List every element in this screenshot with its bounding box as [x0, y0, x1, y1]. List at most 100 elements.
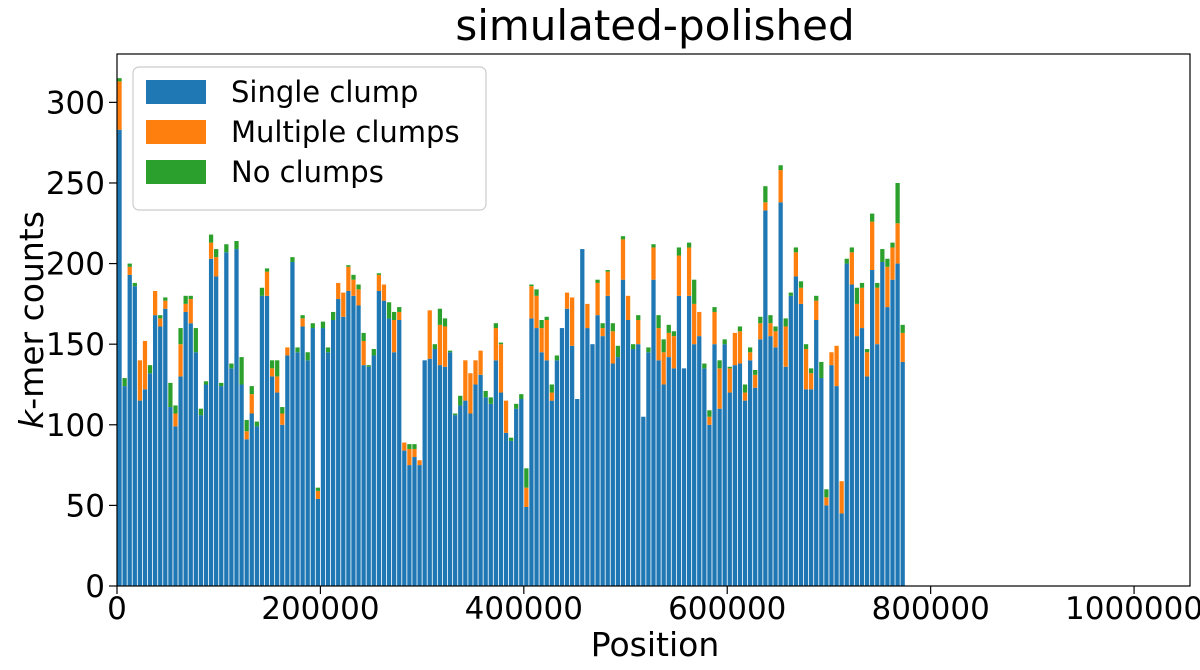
- bar-segment-multiple-74: [493, 328, 498, 361]
- bar-segment-single-141: [834, 386, 839, 586]
- bar-segment-none-22: [229, 363, 234, 369]
- bar-segment-multiple-133: [793, 252, 799, 277]
- bar-segment-none-126: [758, 316, 763, 324]
- bar-segment-single-30: [269, 376, 275, 586]
- bar-segment-single-35: [295, 352, 300, 586]
- bar-segment-single-100: [625, 320, 631, 586]
- bar-segment-multiple-124: [747, 352, 753, 361]
- bar-segment-none-84: [544, 316, 549, 320]
- bar-segment-single-143: [844, 263, 849, 586]
- bar-segment-multiple-140: [829, 352, 834, 366]
- y-axis-label-italic: k: [12, 408, 51, 429]
- bar-segment-none-117: [712, 307, 717, 312]
- bar-segment-multiple-18: [208, 242, 214, 259]
- bar-segment-single-0: [117, 129, 122, 586]
- bar-segment-none-19: [214, 249, 219, 258]
- bar-segment-single-79: [519, 398, 524, 586]
- bar-segment-single-2: [127, 274, 132, 586]
- bar-segment-multiple-89: [570, 297, 575, 346]
- y-axis: 0 50 100 150 200 250 300: [46, 85, 117, 605]
- bar-segment-none-132: [788, 292, 793, 296]
- bar-segment-multiple-85: [549, 392, 554, 401]
- bar-segment-single-136: [809, 389, 814, 586]
- bar-segment-multiple-123: [742, 392, 748, 401]
- bar-segment-single-41: [325, 352, 331, 586]
- legend-label: No clumps: [231, 155, 384, 189]
- bar-segment-single-3: [132, 286, 137, 586]
- bar-segment-single-122: [737, 363, 743, 586]
- bar-segment-none-151: [885, 258, 890, 267]
- bar-segment-single-32: [280, 424, 285, 586]
- bar-segment-none-54: [392, 311, 397, 320]
- bar-segment-none-41: [325, 347, 331, 353]
- bar-segment-single-111: [681, 368, 687, 586]
- bar-segment-none-108: [666, 324, 671, 333]
- bar-segment-single-106: [656, 360, 661, 586]
- bar-segment-none-17: [203, 381, 209, 385]
- bar-segment-none-48: [361, 332, 366, 341]
- bar-segment-multiple-149: [875, 287, 880, 345]
- bar-segment-single-70: [473, 384, 478, 586]
- bars-layer: [117, 78, 905, 587]
- bar-segment-single-23: [234, 249, 239, 586]
- bar-segment-multiple-43: [336, 282, 341, 300]
- bar-segment-none-46: [351, 274, 356, 280]
- bar-segment-none-154: [900, 324, 905, 333]
- bar-segment-single-83: [539, 352, 544, 586]
- bar-segment-single-24: [239, 384, 244, 586]
- bar-segment-single-112: [686, 295, 692, 586]
- bar-segment-multiple-92: [585, 303, 590, 329]
- bar-segment-multiple-110: [676, 255, 682, 296]
- bar-segment-none-113: [692, 279, 697, 304]
- legend-box: [132, 66, 487, 211]
- bar-segment-single-132: [788, 295, 793, 586]
- y-tick-label: 0: [85, 569, 105, 605]
- bar-segment-none-13: [183, 295, 188, 304]
- bar-segment-single-13: [183, 311, 188, 586]
- bar-segment-single-78: [514, 408, 519, 586]
- bar-segment-multiple-96: [605, 271, 610, 296]
- bar-segment-single-105: [651, 279, 656, 586]
- bar-segment-multiple-106: [656, 328, 661, 361]
- bar-segment-multiple-116: [707, 416, 712, 425]
- bar-segment-none-10: [168, 382, 173, 408]
- bar-segment-none-28: [259, 287, 265, 296]
- bar-segment-single-120: [727, 392, 732, 586]
- bar-segment-multiple-108: [666, 332, 671, 358]
- bar-segment-multiple-154: [900, 332, 905, 362]
- bar-segment-single-38: [310, 328, 315, 586]
- bar-segment-none-66: [453, 413, 458, 416]
- bar-segment-single-31: [275, 392, 280, 586]
- bar-segment-none-106: [656, 315, 661, 329]
- bar-segment-multiple-148: [870, 221, 875, 271]
- bar-segment-multiple-54: [392, 320, 397, 353]
- bar-segment-single-63: [437, 365, 443, 586]
- bar-segment-single-51: [376, 290, 382, 586]
- bar-segment-none-36: [300, 315, 305, 319]
- bar-segment-none-79: [519, 394, 524, 399]
- bar-segment-multiple-120: [727, 368, 732, 393]
- bar-segment-single-119: [722, 344, 727, 586]
- bar-segment-single-94: [595, 315, 600, 586]
- bar-segment-single-138: [819, 378, 824, 586]
- bar-segment-multiple-113: [692, 303, 697, 345]
- bar-segment-single-12: [178, 376, 183, 586]
- bar-segment-none-98: [615, 345, 621, 358]
- bar-segment-multiple-125: [753, 374, 758, 388]
- bar-segment-multiple-56: [402, 442, 407, 451]
- bar-segment-single-8: [158, 326, 163, 586]
- bar-segment-multiple-30: [269, 368, 275, 377]
- bar-segment-none-30: [269, 360, 275, 369]
- bar-segment-single-73: [488, 403, 493, 586]
- bar-segment-multiple-109: [671, 336, 676, 369]
- bar-segment-single-146: [859, 328, 865, 586]
- bar-segment-multiple-136: [809, 373, 814, 390]
- bar-segment-none-18: [208, 234, 214, 243]
- bar-segment-single-7: [153, 315, 158, 586]
- bar-segment-single-89: [570, 345, 575, 586]
- bar-segment-multiple-64: [442, 326, 448, 367]
- bar-segment-none-137: [814, 295, 819, 301]
- bar-segment-single-125: [753, 387, 758, 586]
- bar-segment-multiple-51: [376, 274, 382, 291]
- bar-segment-single-28: [259, 295, 265, 586]
